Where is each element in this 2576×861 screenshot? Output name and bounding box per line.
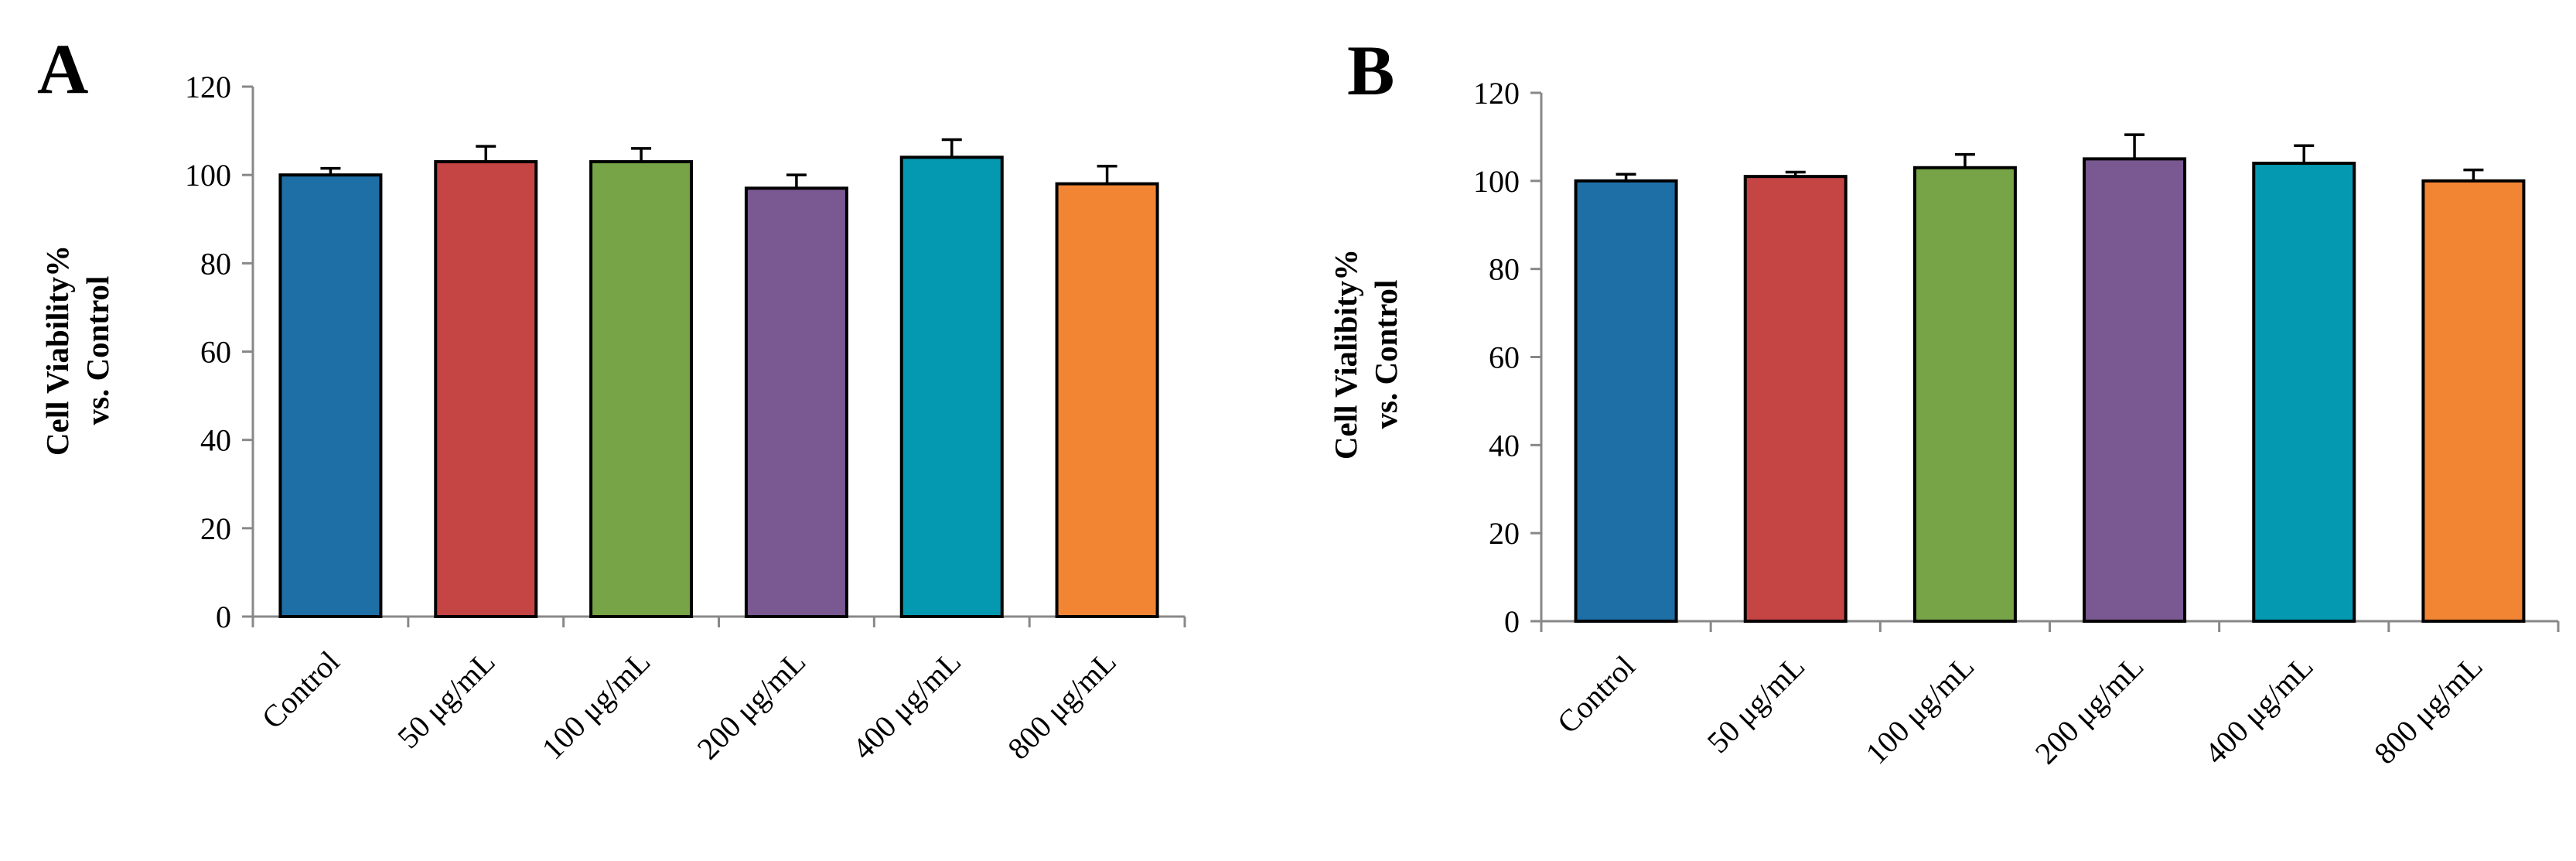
y-tick-label: 40 bbox=[1489, 428, 1520, 463]
bar-50-g-ml bbox=[434, 160, 538, 618]
y-tick-label: 20 bbox=[200, 511, 231, 546]
bar-800-g-ml bbox=[2421, 179, 2526, 624]
y-axis-title-line2: vs. Control bbox=[80, 276, 115, 425]
bar-100-g-ml bbox=[1912, 166, 2017, 623]
bar-400-g-ml bbox=[899, 155, 1004, 619]
bar-50-g-ml bbox=[1743, 175, 1848, 623]
bar-400-g-ml bbox=[2252, 162, 2356, 624]
y-tick-label: 120 bbox=[185, 70, 231, 104]
bar-800-g-ml bbox=[1055, 182, 1159, 619]
y-tick-label: 100 bbox=[1473, 164, 1520, 199]
y-tick-label: 40 bbox=[200, 423, 231, 458]
y-tick-label: 120 bbox=[1473, 76, 1520, 111]
y-tick-label: 100 bbox=[185, 158, 231, 193]
y-tick-label: 80 bbox=[200, 246, 231, 281]
y-axis-title-line2: vs. Control bbox=[1368, 280, 1404, 429]
panel-letter: B bbox=[1347, 31, 1394, 110]
y-tick-label: 0 bbox=[216, 600, 231, 634]
y-axis-title-line1: Cell Vialibity% bbox=[1328, 249, 1363, 460]
y-tick-label: 20 bbox=[1489, 516, 1520, 551]
bar-200-g-ml bbox=[2083, 157, 2187, 623]
y-axis-title-line1: Cell Viability% bbox=[39, 245, 75, 456]
y-tick-label: 60 bbox=[200, 335, 231, 370]
y-tick-label: 60 bbox=[1489, 340, 1520, 375]
panel-letter: A bbox=[37, 29, 88, 108]
bar-200-g-ml bbox=[744, 186, 848, 618]
bar-control bbox=[278, 173, 383, 618]
bar-control bbox=[1574, 179, 1678, 624]
y-tick-label: 0 bbox=[1504, 604, 1520, 639]
y-tick-label: 80 bbox=[1489, 252, 1520, 287]
bar-100-g-ml bbox=[589, 160, 694, 618]
